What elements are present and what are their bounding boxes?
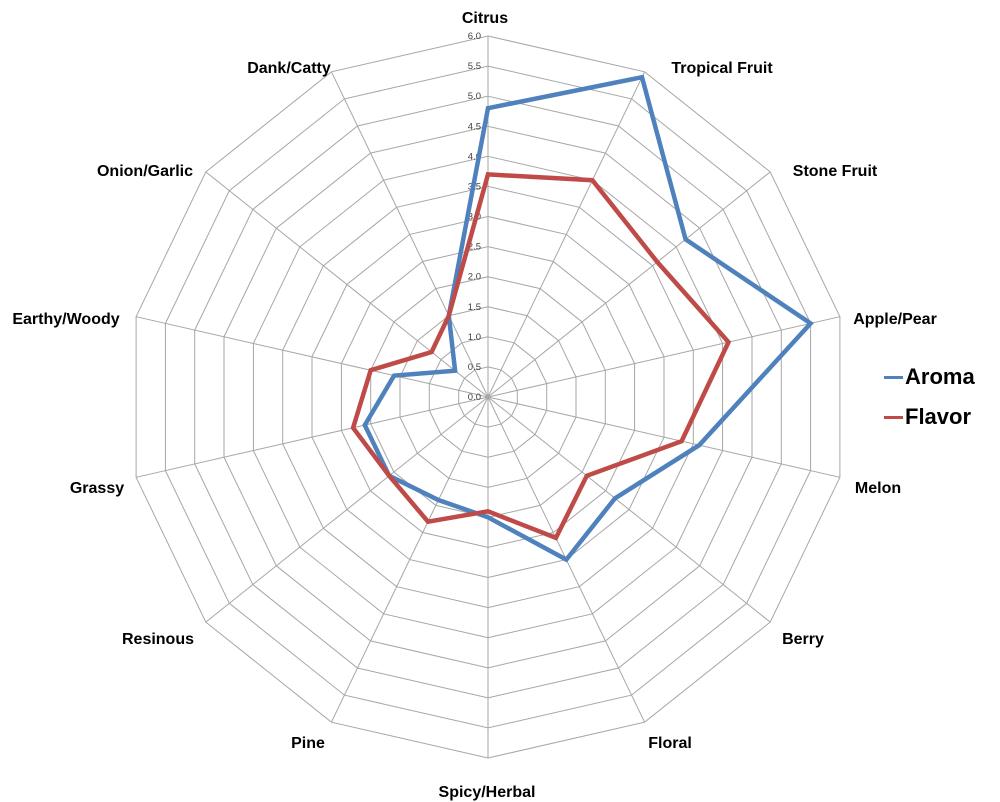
grid-spoke — [205, 396, 489, 623]
axis-label-spicy-herbal: Spicy/Herbal — [439, 784, 536, 801]
axis-label-grassy: Grassy — [70, 480, 124, 497]
axis-label-berry: Berry — [782, 631, 824, 648]
radial-tick-label: 4.0 — [468, 151, 481, 162]
axis-label-resinous: Resinous — [122, 631, 194, 648]
grid-spoke — [135, 316, 489, 398]
grid-spoke — [487, 396, 841, 478]
axis-label-pine: Pine — [291, 735, 325, 752]
radial-tick-label: 0.5 — [468, 362, 481, 373]
axis-label-earthy-woody: Earthy/Woody — [12, 311, 119, 328]
legend-label-aroma: Aroma — [905, 364, 975, 389]
flavor-line-swatch — [884, 415, 903, 419]
axis-label-floral: Floral — [648, 735, 692, 752]
radial-tick-label: 5.0 — [468, 91, 481, 102]
legend-label-flavor: Flavor — [905, 404, 972, 429]
series-line-aroma — [362, 74, 815, 563]
radial-tick-label: 4.5 — [468, 121, 481, 132]
axis-label-onion-garlic: Onion/Garlic — [97, 163, 193, 180]
axis-label-apple-pear: Apple/Pear — [853, 311, 937, 328]
radial-tick-label: 6.0 — [468, 31, 481, 42]
legend-item-flavor: Flavor — [884, 404, 975, 430]
grid-spoke — [487, 396, 771, 623]
radial-tick-label: 1.5 — [468, 302, 481, 313]
legend: Aroma Flavor — [884, 364, 975, 444]
radial-tick-label: 0.0 — [468, 392, 481, 403]
grid-spoke — [205, 171, 489, 398]
radial-tick-label: 5.5 — [468, 61, 481, 72]
legend-item-aroma: Aroma — [884, 364, 975, 390]
radial-tick-label: 1.0 — [468, 332, 481, 343]
grid-spoke — [487, 71, 646, 398]
axis-label-tropical-fruit: Tropical Fruit — [671, 60, 773, 77]
axis-label-melon: Melon — [855, 480, 901, 497]
grid-spoke — [330, 396, 489, 723]
grid-spoke — [487, 316, 841, 398]
series-line-flavor — [350, 172, 732, 541]
radial-tick-label: 2.5 — [468, 242, 481, 253]
grid-spoke — [135, 396, 489, 478]
axis-label-citrus: Citrus — [462, 10, 508, 27]
grid-spoke — [330, 71, 489, 398]
axis-label-dank-catty: Dank/Catty — [247, 60, 331, 77]
aroma-line-swatch — [884, 375, 903, 379]
grid-spoke — [487, 171, 771, 398]
radial-tick-label: 2.0 — [468, 272, 481, 283]
axis-label-stone-fruit: Stone Fruit — [793, 163, 878, 180]
